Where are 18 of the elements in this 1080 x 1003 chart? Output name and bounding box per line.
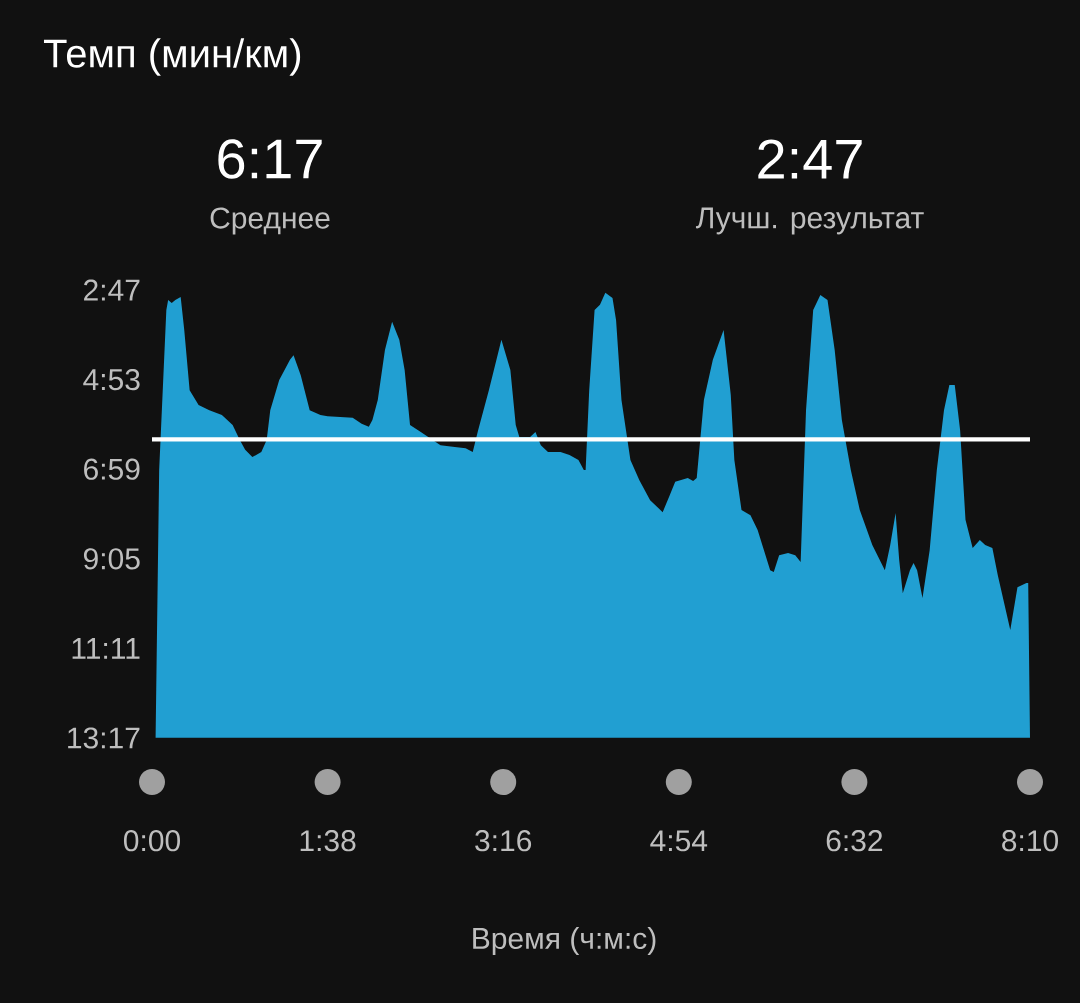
x-tick-label: 1:38 — [300, 830, 356, 852]
x-tick-label: 4:54 — [650, 830, 708, 852]
x-tick-label: 8:10 — [1002, 830, 1058, 852]
y-tick-label: 9:05 — [83, 548, 140, 570]
text: Лучш. результат — [695, 207, 924, 235]
y-tick-label: 6:59 — [84, 458, 140, 480]
x-tick-label: 0:00 — [123, 830, 181, 852]
y-tick-label: 13:17 — [68, 727, 140, 749]
text: 2:47 — [758, 139, 862, 179]
chart-title: Темп (мин/км) — [43, 38, 301, 76]
text: Среднее — [210, 207, 330, 235]
text: 6:17 — [218, 139, 322, 179]
y-tick-label: 2:47 — [84, 279, 140, 301]
x-tick-label: 6:32 — [826, 830, 883, 852]
x-tick-label: 3:16 — [475, 830, 532, 852]
x-axis-title: Время (ч:м:с) — [473, 927, 656, 955]
y-tick-label: 4:53 — [83, 368, 140, 391]
y-tick-label: 11:11 — [72, 638, 140, 659]
